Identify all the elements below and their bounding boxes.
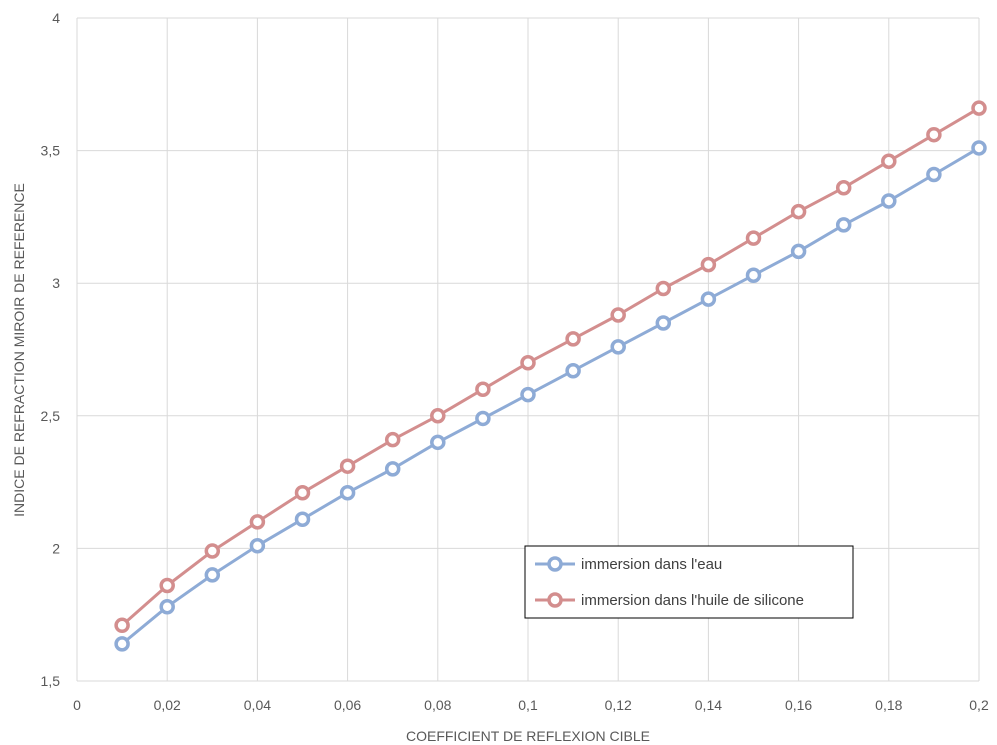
legend-item-water: immersion dans l'eau — [535, 556, 722, 573]
x-axis-title: COEFFICIENT DE REFLEXION CIBLE — [406, 728, 650, 744]
x-tick-label: 0,1 — [518, 697, 538, 713]
data-point — [475, 410, 491, 427]
data-point — [971, 140, 987, 156]
series-2 — [114, 100, 987, 634]
y-tick-label: 4 — [52, 10, 60, 26]
data-point — [610, 339, 626, 355]
x-axis-ticks: 0 0,02 0,04 0,06 0,08 0,1 0,12 0,14 0,16 0,18 0,2 — [73, 697, 989, 713]
data-point — [565, 331, 581, 347]
data-point — [475, 381, 491, 398]
data-point — [610, 307, 626, 323]
data-point — [520, 355, 536, 371]
data-point — [114, 617, 130, 634]
data-point — [926, 166, 942, 183]
x-tick-label: 0,08 — [424, 697, 451, 713]
data-point — [835, 217, 852, 233]
x-tick-label: 0,12 — [605, 697, 632, 713]
data-point — [430, 434, 446, 451]
data-point — [700, 256, 717, 273]
x-tick-label: 0,04 — [244, 697, 271, 713]
data-point — [926, 126, 942, 143]
data-point — [339, 458, 356, 474]
legend-item-silicone: immersion dans l'huile de silicone — [535, 592, 804, 609]
data-point — [700, 291, 717, 307]
data-point — [430, 408, 446, 424]
x-tick-label: 0,06 — [334, 697, 361, 713]
legend-label-water: immersion dans l'eau — [581, 556, 722, 573]
data-point — [159, 577, 175, 594]
data-point — [294, 484, 311, 501]
series-line — [121, 106, 980, 627]
data-point — [790, 243, 807, 260]
data-point — [881, 193, 897, 209]
series-layer — [114, 100, 987, 652]
data-point — [520, 386, 536, 403]
data-point — [159, 598, 175, 615]
y-tick-label: 1,5 — [41, 673, 61, 689]
legend: immersion dans l'eau immersion dans l'hu… — [524, 545, 854, 619]
data-point — [249, 514, 266, 530]
data-point — [745, 267, 762, 283]
x-tick-label: 0,2 — [969, 697, 989, 713]
y-tick-label: 2,5 — [41, 408, 61, 424]
legend-label-silicone: immersion dans l'huile de silicone — [581, 592, 804, 609]
legend-swatch-water-marker — [547, 556, 563, 572]
x-tick-label: 0,14 — [695, 697, 722, 713]
series-line — [121, 146, 980, 646]
data-point — [565, 362, 581, 379]
data-point — [204, 567, 221, 583]
data-point — [745, 230, 762, 246]
x-tick-label: 0,16 — [785, 697, 812, 713]
data-point — [790, 203, 807, 220]
data-point — [384, 431, 401, 448]
data-point — [204, 543, 221, 559]
x-tick-label: 0 — [73, 697, 81, 713]
x-tick-label: 0,18 — [875, 697, 902, 713]
data-point — [294, 511, 311, 527]
data-point — [835, 179, 852, 196]
legend-swatch-silicone-marker — [547, 592, 563, 608]
data-point — [339, 484, 356, 501]
y-tick-label: 2 — [52, 540, 60, 556]
legend-box — [524, 545, 854, 619]
x-tick-label: 0,02 — [154, 697, 181, 713]
data-point — [971, 100, 987, 116]
y-axis-ticks: 1,5 2 2,5 3 3,5 4 — [41, 10, 61, 689]
data-point — [881, 153, 897, 169]
series-1 — [114, 140, 987, 652]
data-point — [114, 636, 130, 652]
y-axis-title: INDICE DE REFRACTION MIROIR DE REFERENCE — [11, 183, 27, 517]
data-point — [384, 461, 401, 477]
data-point — [655, 280, 672, 297]
data-point — [249, 537, 266, 554]
data-point — [655, 315, 672, 331]
y-tick-label: 3,5 — [41, 143, 61, 159]
y-tick-label: 3 — [52, 275, 60, 291]
